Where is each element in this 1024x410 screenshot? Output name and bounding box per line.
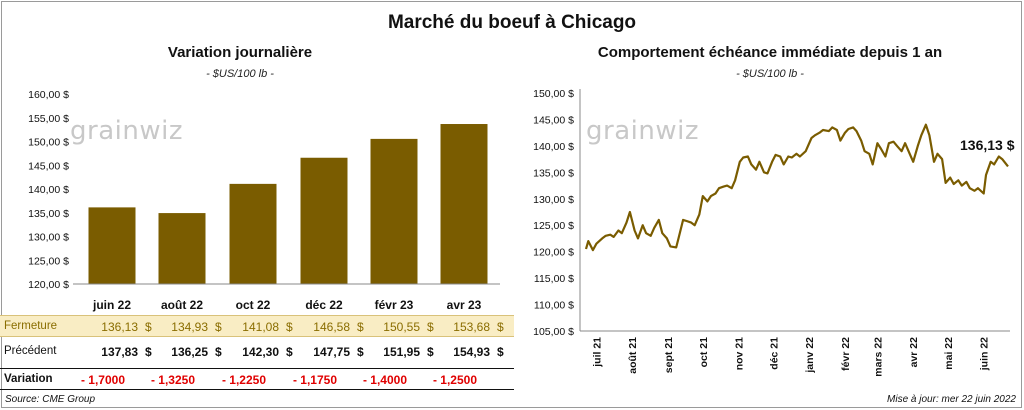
row-label-fermeture: Fermeture xyxy=(4,320,58,332)
y-tick-label: 115,00 $ xyxy=(534,273,574,285)
x-category-label: avr 23 xyxy=(447,298,482,312)
y-tick-label: 145,00 $ xyxy=(28,160,69,172)
currency-symbol: $ xyxy=(286,345,293,359)
y-tick-label: 140,00 $ xyxy=(533,141,574,153)
y-tick-label: 125,00 $ xyxy=(533,220,574,232)
y-tick-label: 145,00 $ xyxy=(533,114,574,126)
bar xyxy=(370,138,418,284)
currency-symbol: $ xyxy=(497,320,504,334)
currency-symbol: $ xyxy=(427,345,434,359)
grainwiz-logo: grainwiz xyxy=(586,116,699,146)
y-tick-label: 160,00 $ xyxy=(28,89,69,101)
x-tick-label: juin 22 xyxy=(979,337,991,371)
y-tick-label: 120,00 $ xyxy=(533,247,574,259)
table-row-precedent: Précédent 137,83 $136,25 $142,30 $147,75 $15… xyxy=(0,341,514,363)
y-tick-label: 105,00 $ xyxy=(533,326,574,338)
table-cell: 151,95 xyxy=(383,345,420,359)
currency-symbol: $ xyxy=(497,345,504,359)
x-tick-label: févr 22 xyxy=(840,337,852,371)
y-tick-label: 150,00 $ xyxy=(28,137,69,149)
table-cell: 141,08 xyxy=(242,320,279,334)
y-tick-label: 130,00 $ xyxy=(28,232,69,244)
currency-symbol: $ xyxy=(145,345,152,359)
source-note: Source: CME Group xyxy=(5,394,96,405)
table-cell: - 1,7000 xyxy=(80,373,126,387)
update-note: Mise à jour: mer 22 juin 2022 xyxy=(887,394,1016,405)
y-tick-label: 125,00 $ xyxy=(28,255,69,267)
y-tick-label: 140,00 $ xyxy=(28,184,69,196)
x-tick-label: oct 21 xyxy=(698,337,710,368)
table-cell: - 1,3250 xyxy=(150,373,196,387)
x-category-label: août 22 xyxy=(161,298,203,312)
bar xyxy=(158,213,206,284)
row-label-precedent: Précédent xyxy=(4,345,57,357)
table-cell: 150,55 xyxy=(383,320,420,334)
table-cell: 134,93 xyxy=(171,320,208,334)
table-cell: - 1,4000 xyxy=(362,373,408,387)
last-price-label: 136,13 $ xyxy=(960,137,1015,153)
currency-symbol: $ xyxy=(357,320,364,334)
left-chart-unit: - $US/100 lb - xyxy=(206,68,274,80)
currency-symbol: $ xyxy=(427,320,434,334)
table-cell: 154,93 xyxy=(453,345,490,359)
left-chart-title: Variation journalière xyxy=(167,44,313,61)
y-tick-label: 135,00 $ xyxy=(533,167,574,179)
x-tick-label: mai 22 xyxy=(943,337,955,370)
table-cell: 146,58 xyxy=(313,320,350,334)
bar xyxy=(300,157,348,284)
table-cell: - 1,1750 xyxy=(292,373,338,387)
x-tick-label: sept 21 xyxy=(663,337,675,373)
y-tick-label: 130,00 $ xyxy=(533,194,574,206)
y-tick-label: 120,00 $ xyxy=(28,279,69,291)
y-tick-label: 110,00 $ xyxy=(534,300,574,312)
x-tick-label: janv 22 xyxy=(804,337,816,374)
currency-symbol: $ xyxy=(215,345,222,359)
table-cell: 137,83 xyxy=(101,345,138,359)
x-category-label: févr 23 xyxy=(375,298,414,312)
table-row-fermeture: Fermeture 136,13 $134,93 $141,08 $146,58 $15… xyxy=(0,315,514,337)
price-line xyxy=(584,123,1009,252)
table-cell: 142,30 xyxy=(242,345,279,359)
bar xyxy=(229,183,277,284)
table-row-variation: Variation - 1,7000 - 1,3250 - 1,2250 - 1,17… xyxy=(0,368,514,390)
table-cell: 153,68 xyxy=(453,320,490,334)
bar xyxy=(88,207,136,284)
y-tick-label: 135,00 $ xyxy=(28,208,69,220)
table-cell: 147,75 xyxy=(313,345,350,359)
row-label-variation: Variation xyxy=(4,373,53,385)
x-tick-label: juil 21 xyxy=(591,337,603,368)
x-tick-label: mars 22 xyxy=(872,337,884,377)
x-tick-label: août 21 xyxy=(627,337,639,374)
x-tick-label: nov 21 xyxy=(734,337,746,370)
table-cell: - 1,2500 xyxy=(432,373,478,387)
table-cell: - 1,2250 xyxy=(221,373,267,387)
currency-symbol: $ xyxy=(286,320,293,334)
bar xyxy=(440,124,488,285)
currency-symbol: $ xyxy=(215,320,222,334)
currency-symbol: $ xyxy=(357,345,364,359)
table-cell: 136,25 xyxy=(171,345,208,359)
y-tick-label: 155,00 $ xyxy=(28,113,69,125)
currency-symbol: $ xyxy=(145,320,152,334)
right-chart-title: Comportement échéance immédiate depuis 1… xyxy=(597,44,943,61)
x-category-label: oct 22 xyxy=(236,298,271,312)
right-chart-unit: - $US/100 lb - xyxy=(736,68,804,80)
x-category-label: déc 22 xyxy=(305,298,343,312)
table-cell: 136,13 xyxy=(101,320,138,334)
main-title: Marché du boeuf à Chicago xyxy=(387,12,637,33)
x-tick-label: déc 21 xyxy=(768,337,780,370)
x-tick-label: avr 22 xyxy=(908,337,920,368)
y-tick-label: 150,00 $ xyxy=(533,88,574,100)
grainwiz-logo: grainwiz xyxy=(70,116,183,146)
x-category-label: juin 22 xyxy=(92,298,131,312)
